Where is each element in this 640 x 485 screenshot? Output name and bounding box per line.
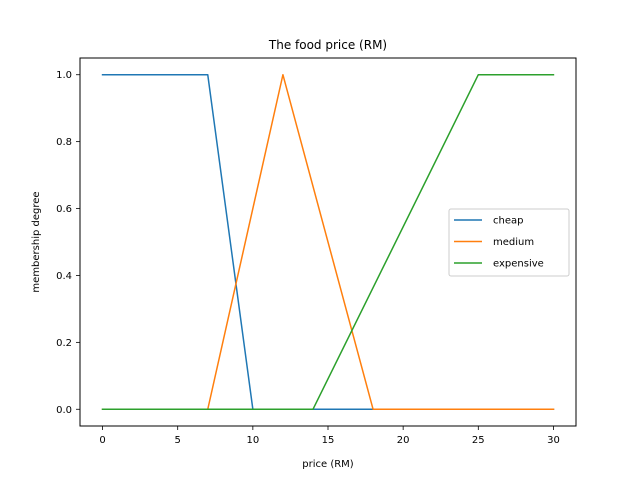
- y-tick-label: 0.0: [56, 405, 72, 416]
- x-axis: 0 5 10 15 20 25 30: [99, 426, 560, 446]
- x-tick-label: 30: [547, 435, 560, 446]
- y-tick-label: 0.6: [56, 204, 72, 215]
- x-tick-label: 20: [397, 435, 410, 446]
- x-tick-label: 10: [246, 435, 259, 446]
- y-axis-label: membership degree: [31, 191, 42, 292]
- legend-label-cheap: cheap: [493, 216, 523, 227]
- x-tick-label: 5: [175, 435, 181, 446]
- y-tick-label: 1.0: [56, 70, 72, 81]
- series-layer: [101, 73, 555, 411]
- y-tick-label: 0.2: [56, 338, 72, 349]
- legend-label-medium: medium: [493, 237, 534, 248]
- y-axis: 0.0 0.2 0.4 0.6 0.8 1.0: [56, 70, 80, 416]
- legend-box: [448, 208, 570, 277]
- series-line-expensive: [101, 73, 555, 411]
- x-tick-label: 15: [322, 435, 335, 446]
- y-tick-label: 0.4: [56, 271, 72, 282]
- y-tick-label: 0.8: [56, 137, 72, 148]
- legend: cheap medium expensive: [448, 208, 570, 277]
- x-axis-label: price (RM): [302, 459, 354, 470]
- chart-title: The food price (RM): [268, 38, 387, 52]
- x-tick-label: 0: [99, 435, 105, 446]
- x-tick-label: 25: [472, 435, 485, 446]
- legend-label-expensive: expensive: [493, 259, 544, 270]
